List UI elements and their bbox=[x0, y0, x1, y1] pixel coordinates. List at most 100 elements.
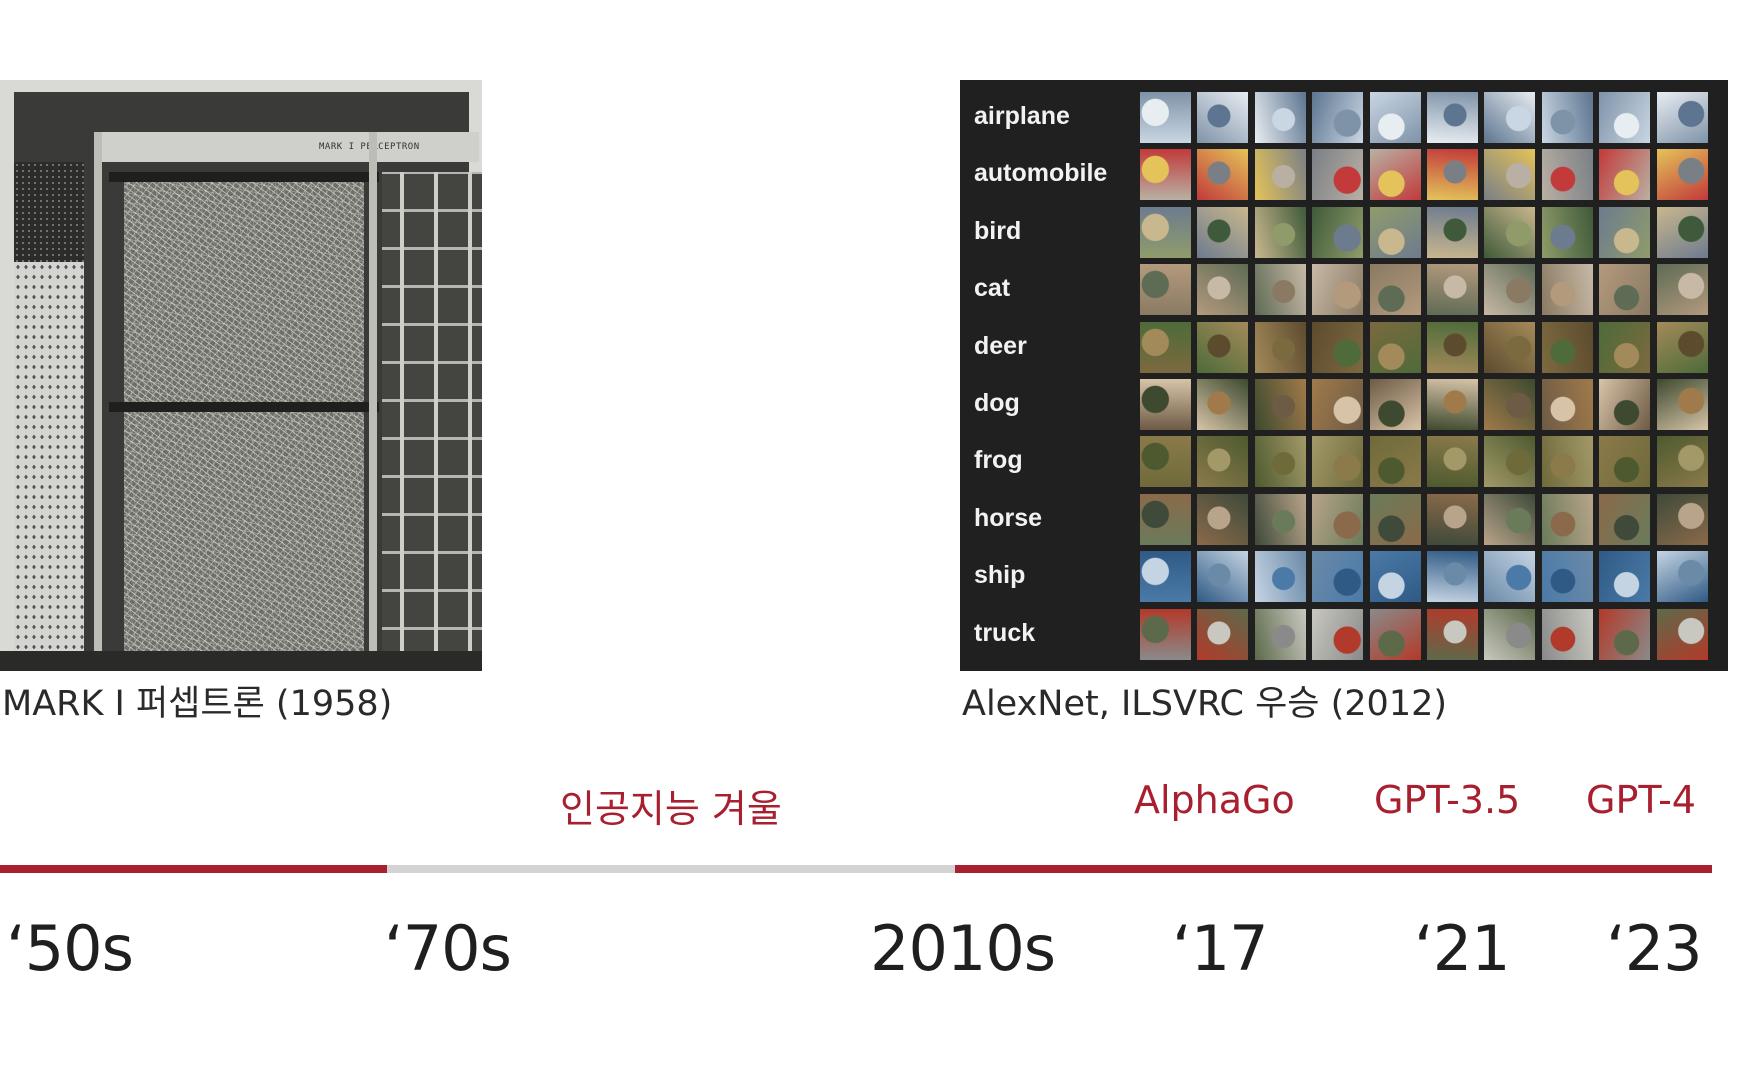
cifar-thumbnail bbox=[1541, 551, 1593, 603]
cifar-class-row bbox=[1140, 551, 1725, 603]
cifar-thumbnail bbox=[1599, 608, 1651, 660]
cifar-class-row bbox=[1140, 493, 1725, 546]
cifar-thumbnail bbox=[1427, 206, 1478, 258]
era-label-17: ‘17 bbox=[1172, 912, 1269, 985]
cifar-thumbnail bbox=[1484, 92, 1536, 143]
cifar-thumbnail bbox=[1197, 92, 1249, 143]
cifar-thumbnail bbox=[1197, 608, 1249, 660]
cifar-thumbnail bbox=[1369, 206, 1421, 258]
cifar-thumbnail bbox=[1254, 149, 1306, 201]
cifar-thumbnail bbox=[1140, 436, 1191, 488]
event-label-ai-winter: 인공지능 겨울 bbox=[560, 787, 782, 831]
perceptron-perforated-panel bbox=[14, 262, 84, 662]
cifar-thumbnail bbox=[1140, 493, 1191, 545]
cifar-thumbnail bbox=[1369, 608, 1421, 660]
cifar-thumbnail bbox=[1656, 92, 1708, 143]
cifar-thumbnail bbox=[1484, 206, 1536, 258]
cifar-thumbnail bbox=[1140, 379, 1191, 430]
cifar-thumbnail bbox=[1312, 321, 1364, 373]
cifar-thumbnail bbox=[1484, 493, 1536, 545]
cifar-class-label: frog bbox=[974, 446, 1023, 475]
cifar-thumbnail bbox=[1254, 436, 1306, 488]
cifar-thumbnail bbox=[1427, 436, 1478, 488]
cifar-thumbnail bbox=[1656, 206, 1708, 258]
cifar-thumbnail bbox=[1541, 379, 1593, 430]
cifar-thumbnail bbox=[1484, 264, 1536, 316]
timeline-segment-early-ai bbox=[0, 865, 387, 873]
cifar-thumbnail bbox=[1369, 379, 1421, 430]
cifar-thumbnail bbox=[1541, 206, 1593, 258]
event-label-alphago: AlphaGo bbox=[1134, 778, 1295, 822]
cifar-class-label: ship bbox=[974, 561, 1026, 590]
era-label-50s: ‘50s bbox=[6, 912, 134, 985]
cifar-thumbnail bbox=[1369, 321, 1421, 373]
cifar-class-label: deer bbox=[974, 331, 1027, 360]
cifar-thumbnail bbox=[1484, 436, 1536, 488]
perceptron-nameplate-bar bbox=[94, 132, 479, 162]
cifar-thumbnail bbox=[1656, 149, 1708, 201]
cifar-thumbnail bbox=[1484, 551, 1536, 603]
cifar-thumbnail bbox=[1427, 321, 1478, 373]
cifar-class-label: automobile bbox=[974, 159, 1108, 188]
cifar-thumbnail bbox=[1541, 149, 1593, 201]
cifar-thumbnail bbox=[1197, 379, 1249, 430]
cifar-thumbnail bbox=[1312, 493, 1364, 545]
cifar-thumbnail bbox=[1484, 321, 1536, 373]
cifar-thumbnail bbox=[1656, 379, 1708, 430]
cifar-thumbnail bbox=[1369, 436, 1421, 488]
cifar-thumbnail bbox=[1484, 149, 1536, 201]
perceptron-dark-panel bbox=[14, 162, 84, 262]
perceptron-shelf bbox=[109, 402, 379, 412]
cifar-thumbnail bbox=[1197, 149, 1249, 201]
cifar-thumbnail bbox=[1197, 321, 1249, 373]
cifar-thumbnail bbox=[1656, 264, 1708, 316]
cifar-thumbnail bbox=[1369, 493, 1421, 545]
cifar-thumbnail bbox=[1312, 92, 1364, 143]
era-label-70s: ‘70s bbox=[384, 912, 512, 985]
cifar-thumbnail bbox=[1369, 92, 1421, 143]
era-label-23: ‘23 bbox=[1606, 912, 1703, 985]
cifar-class-label: horse bbox=[974, 503, 1043, 532]
cifar-thumbnail bbox=[1599, 206, 1651, 258]
era-label-2010s: 2010s bbox=[870, 912, 1056, 985]
cifar-thumbnail bbox=[1427, 264, 1478, 316]
perceptron-plugboard bbox=[382, 172, 482, 652]
perceptron-post bbox=[369, 132, 377, 671]
cifar-thumbnail bbox=[1656, 608, 1708, 660]
cifar-thumbnail bbox=[1541, 264, 1593, 316]
cifar-thumbnail bbox=[1197, 493, 1249, 545]
cifar-class-row bbox=[1140, 206, 1725, 259]
cifar-thumbnail bbox=[1656, 436, 1708, 488]
cifar-thumbnail bbox=[1312, 436, 1364, 488]
cifar-thumbnail bbox=[1312, 551, 1364, 603]
cifar-class-row bbox=[1140, 92, 1725, 144]
cifar-class-label: airplane bbox=[974, 102, 1070, 130]
cifar-thumbnail bbox=[1541, 436, 1593, 488]
cifar-thumbnail bbox=[1312, 379, 1364, 430]
perceptron-frame: MARK I PERCEPTRON bbox=[14, 92, 482, 671]
cifar-thumbnail bbox=[1541, 321, 1593, 373]
cifar-thumbnail bbox=[1312, 206, 1364, 258]
cifar-thumbnail bbox=[1656, 493, 1708, 545]
cifar-thumbnail bbox=[1427, 551, 1478, 603]
cifar-class-label: bird bbox=[974, 216, 1022, 245]
cifar-thumbnail bbox=[1254, 551, 1306, 603]
cifar-class-row bbox=[1140, 436, 1725, 488]
cifar-thumbnail bbox=[1254, 92, 1306, 143]
cifar-thumbnail bbox=[1140, 92, 1191, 143]
cifar-thumbnail bbox=[1140, 321, 1191, 373]
cifar-thumbnail bbox=[1484, 608, 1536, 660]
cifar-thumbnail bbox=[1427, 379, 1478, 430]
perceptron-post bbox=[94, 132, 102, 671]
cifar-thumbnail bbox=[1312, 149, 1364, 201]
cifar-thumbnail bbox=[1197, 264, 1249, 316]
cifar-thumbnail bbox=[1254, 206, 1306, 258]
perceptron-wiring bbox=[124, 172, 364, 662]
event-label-gpt-3-5: GPT-3.5 bbox=[1374, 778, 1521, 822]
cifar10-image-grid: airplane automobile bird cat deer dog frog hors… bbox=[960, 80, 1728, 671]
cifar-thumbnail bbox=[1656, 321, 1708, 373]
cifar-thumbnail bbox=[1197, 436, 1249, 488]
perceptron-floor bbox=[0, 651, 482, 671]
cifar-thumbnail bbox=[1484, 379, 1536, 430]
cifar-thumbnail bbox=[1599, 149, 1651, 201]
